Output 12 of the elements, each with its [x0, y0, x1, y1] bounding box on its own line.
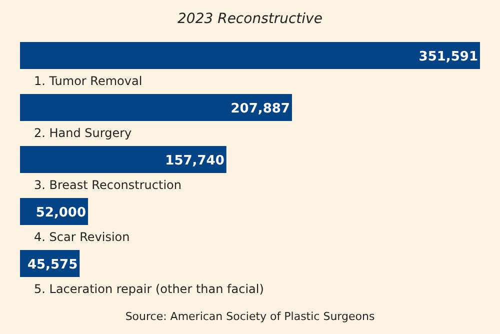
data-label: 52,000	[36, 206, 86, 220]
y-tick-label: 1. Tumor Removal	[34, 74, 142, 88]
chart-title: 2023 Reconstructive	[178, 11, 322, 27]
data-label: 157,740	[165, 154, 224, 168]
data-label: 45,575	[27, 258, 78, 272]
data-label: 351,591	[418, 50, 478, 64]
y-tick-label: 4. Scar Revision	[34, 230, 130, 244]
y-tick-label: 5. Laceration repair (other than facial)	[34, 282, 264, 296]
data-label: 207,887	[230, 102, 290, 116]
annotation: Source: American Society of Plastic Surgeons	[125, 310, 375, 323]
y-tick-label: 3. Breast Reconstruction	[34, 178, 182, 192]
y-tick-label: 2. Hand Surgery	[34, 126, 132, 140]
